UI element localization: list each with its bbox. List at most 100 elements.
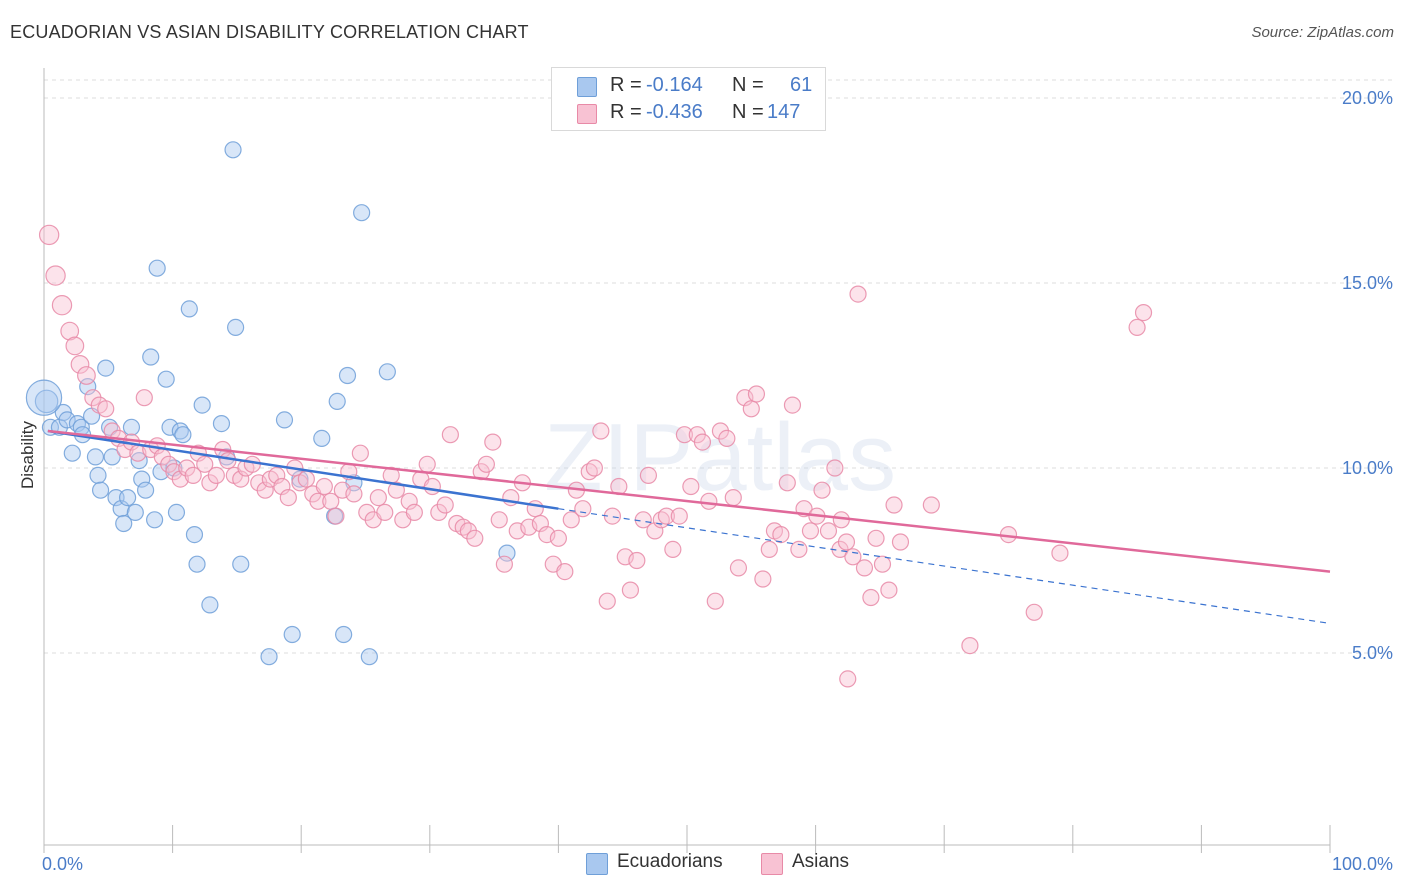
ecuadorians-trend-line — [47, 429, 559, 510]
r-label: R = — [610, 101, 642, 123]
ecuadorian-point — [167, 503, 186, 522]
r-label: R = — [610, 74, 642, 96]
asian-point — [574, 500, 592, 518]
asian-point — [65, 336, 85, 356]
asian-point — [790, 540, 808, 559]
asian-point — [837, 533, 856, 551]
ecuadorian-point — [313, 429, 331, 447]
asian-point — [556, 562, 574, 581]
ecuadorian-point — [136, 481, 155, 499]
asian-point — [38, 224, 60, 246]
asian-point — [466, 529, 484, 547]
r-value: -0.436 — [646, 101, 703, 123]
asian-point — [961, 636, 979, 655]
ecuadorian-point — [212, 415, 231, 433]
asian-point — [598, 592, 616, 610]
asian-point — [839, 670, 857, 688]
asian-point — [885, 496, 903, 514]
ecuadorian-point — [25, 379, 63, 416]
asian-point — [880, 581, 898, 599]
asians-swatch — [761, 853, 783, 875]
ecuadorian-point — [188, 555, 206, 573]
asian-point — [562, 511, 580, 529]
asian-point — [315, 477, 333, 496]
ecuadorian-point — [180, 300, 198, 318]
asian-point — [826, 459, 844, 477]
asian-point — [484, 433, 502, 451]
asian-point — [418, 455, 436, 473]
asian-point — [747, 385, 766, 403]
asian-point — [1134, 304, 1153, 322]
asian-point — [441, 426, 459, 444]
r-value: -0.164 — [646, 74, 703, 96]
ecuadorian-point — [97, 359, 115, 377]
trend-lines — [47, 429, 1331, 624]
asian-point — [184, 466, 202, 484]
asian-point — [400, 492, 418, 510]
ecuadorian-point — [122, 418, 141, 436]
asian-point — [387, 481, 405, 499]
asian-point — [45, 265, 66, 286]
ecuadorians-swatch — [586, 853, 608, 875]
asian-point — [436, 496, 454, 514]
asian-point — [754, 570, 772, 588]
stats-legend: R = -0.164 N = 61 R = -0.436 N = 147 — [551, 67, 826, 131]
ecuadorian-point — [232, 555, 250, 573]
ecuadorians-swatch — [577, 77, 597, 97]
x-tick-label: 100.0% — [1332, 854, 1393, 874]
ecuadorian-point — [145, 511, 164, 529]
ecuadorian-point — [148, 259, 166, 277]
asian-point — [1128, 318, 1146, 336]
ecuadorian-point — [157, 370, 175, 388]
asian-point — [772, 525, 790, 544]
ecuadorian-point — [224, 141, 242, 159]
asian-point — [423, 477, 441, 496]
ecuadorian-point — [498, 544, 516, 562]
y-tick-label: 15.0% — [1342, 273, 1393, 293]
asian-point — [405, 503, 423, 522]
asian-point — [675, 426, 694, 444]
asian-point — [873, 555, 892, 573]
asian-point — [760, 540, 778, 559]
ecuadorians-trend-extension — [558, 508, 1331, 624]
asian-point — [268, 466, 286, 484]
ecuadorian-point — [86, 448, 105, 466]
n-label: N = — [732, 74, 764, 96]
asian-point — [490, 511, 508, 529]
ecuadorian-point — [103, 448, 121, 466]
legend-label: Ecuadorians — [617, 851, 723, 872]
tick-labels: 5.0% 10.0% 15.0% 20.0% 0.0% 100.0% — [42, 88, 1393, 874]
ecuadorian-point — [91, 481, 110, 499]
asian-point — [345, 485, 363, 503]
asian-point — [219, 452, 237, 470]
asian-point — [592, 422, 610, 440]
n-value: 61 — [790, 74, 813, 96]
asian-point — [70, 355, 90, 374]
asian-point — [682, 477, 700, 496]
asian-point — [855, 559, 874, 577]
asian-point — [51, 295, 73, 316]
ecuadorian-point — [174, 426, 192, 444]
asian-point — [729, 559, 748, 577]
asian-point — [922, 496, 940, 514]
ecuadorian-point — [126, 503, 144, 522]
ecuadorian-point — [63, 444, 81, 462]
asian-point — [813, 481, 831, 499]
ecuadorian-point — [283, 625, 301, 644]
asian-point — [693, 433, 712, 451]
asian-point — [77, 366, 96, 385]
ecuadorian-point — [227, 318, 245, 336]
source-label: Source: ZipAtlas.com — [1251, 24, 1394, 41]
asian-point — [1025, 603, 1043, 621]
ecuadorian-point — [118, 489, 137, 507]
asian-point — [891, 533, 910, 551]
ecuadorian-point — [142, 348, 160, 366]
asian-point — [670, 507, 688, 525]
asian-point — [196, 455, 214, 473]
asian-point — [327, 507, 345, 525]
n-label: N = — [732, 101, 764, 123]
asians-points — [38, 224, 1153, 688]
axes — [43, 68, 1331, 853]
asian-point — [243, 455, 261, 473]
